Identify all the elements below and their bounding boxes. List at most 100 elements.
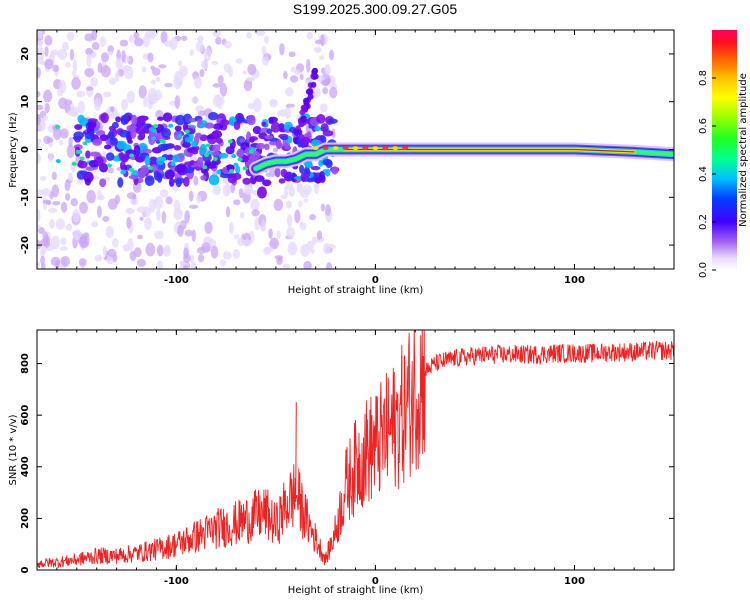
spectrogram-cell [252, 98, 262, 113]
spectrogram-cell [219, 259, 227, 267]
spectrogram-cell [67, 109, 78, 117]
spectrogram-cell [325, 204, 331, 216]
spectrogram-cell [189, 254, 194, 264]
spectrogram-cell [84, 67, 95, 78]
spectrogram-cell [298, 121, 305, 128]
spectrogram-cell [170, 162, 176, 167]
spectrogram-cell [44, 58, 54, 70]
spectrogram-cell [71, 77, 81, 90]
spectrogram-cell [173, 70, 184, 85]
spectrogram-cell [184, 210, 190, 224]
spectrogram-cell [287, 241, 298, 256]
spectrogram-cell [313, 183, 319, 195]
spectrogram-cell [77, 100, 86, 114]
spectrogram-cell [191, 140, 197, 148]
spectrogram-cell [212, 131, 221, 138]
spectrogram-cell [306, 31, 313, 40]
spectrogram-plot [37, 30, 674, 269]
spectrogram-cell [115, 57, 124, 70]
spectrogram-cell [126, 216, 132, 229]
spectrogram-cell [134, 116, 146, 127]
spectrogram-cell [37, 39, 44, 45]
spectrogram-cell [269, 140, 279, 146]
spectrogram-cell [103, 144, 112, 150]
spectrogram-cell [251, 209, 260, 217]
spectrogram-cell [326, 262, 333, 269]
spectrogram-cell [162, 246, 172, 257]
spectrogram-cell [177, 224, 184, 237]
spectrogram-cell [212, 185, 222, 196]
spectrogram-cell [178, 60, 183, 67]
spectrogram-cell [320, 79, 330, 86]
spectrogram-cell [75, 149, 81, 154]
spectrogram-cell [279, 43, 285, 56]
spectrogram-cell [237, 157, 243, 162]
spectrogram-cell [49, 218, 55, 229]
spectrogram-cell [141, 65, 147, 73]
snr-peak [400, 355, 403, 417]
spectrogram-cell [299, 109, 306, 116]
spectrogram-cell [256, 142, 266, 150]
spectrogram-cell [247, 102, 255, 110]
spectrogram-cell [242, 70, 247, 75]
spectrogram-cell [91, 30, 98, 41]
spectrogram-cell [117, 177, 124, 188]
spectrogram-cell [195, 40, 204, 53]
snr-xtick-label: 0 [372, 576, 379, 587]
spectrogram-cell [196, 156, 204, 168]
spectrogram-cell [152, 199, 159, 204]
spectrogram-cell [153, 196, 164, 210]
spectrogram-cell [261, 219, 266, 232]
spectrogram-cell [145, 242, 156, 257]
spectrogram-cell [246, 32, 252, 39]
spectrogram-cell [284, 142, 291, 150]
spectrogram-cell [272, 147, 279, 153]
snr-ytick-label: 0 [20, 566, 31, 573]
spectrogram-cell [107, 167, 114, 174]
spectrogram-cell [200, 175, 207, 181]
spectrogram-cell [320, 203, 326, 212]
spectrogram-cell [203, 153, 209, 158]
spectrogram-cell [331, 128, 336, 139]
spectrogram-cell [129, 198, 139, 205]
spectrogram-cell [286, 214, 293, 228]
spectrogram-cell [322, 146, 329, 151]
spectrogram-ytick-label: 20 [20, 47, 31, 61]
spectrogram-cell [318, 55, 325, 61]
spectrogram-cell [196, 195, 202, 204]
spectrogram-cell [165, 196, 173, 205]
spectrogram-cell [199, 143, 207, 155]
spectrogram-cell [119, 161, 126, 170]
spectrogram-cell [109, 106, 115, 113]
spectrogram-cell [311, 139, 320, 148]
spectrogram-cell [156, 260, 163, 269]
spectrogram-cell [44, 46, 49, 57]
spectrogram-cell [402, 146, 409, 151]
spectrogram-cell [58, 139, 64, 146]
spectrogram-cell [96, 205, 102, 219]
spectrogram-cell [147, 87, 158, 102]
spectrogram-cell [300, 172, 307, 182]
spectrogram-xtick-label: 0 [372, 275, 379, 286]
spectrogram-cell [255, 30, 266, 37]
spectrogram-cell [246, 114, 256, 126]
spectrogram-cell [303, 166, 310, 174]
spectrogram-cell [147, 165, 153, 170]
spectrogram-cell [109, 137, 118, 146]
spectrogram-cell [316, 114, 326, 124]
spectrogram-cell [183, 161, 194, 167]
spectrogram-cell [280, 168, 288, 178]
spectrogram-cell [144, 155, 151, 166]
spectrogram-cell [276, 142, 284, 149]
spectrogram-cell [128, 175, 139, 180]
spectrogram-cell [278, 109, 287, 117]
spectrogram-cell [243, 183, 254, 195]
spectrogram-cell [106, 163, 112, 168]
spectrogram-cell [62, 41, 69, 51]
spectrogram-cell [322, 87, 329, 95]
spectrogram-cell [230, 183, 236, 194]
spectrogram-cell [392, 146, 399, 151]
spectrogram-cell [139, 216, 144, 221]
spectrogram-cell [302, 97, 309, 104]
